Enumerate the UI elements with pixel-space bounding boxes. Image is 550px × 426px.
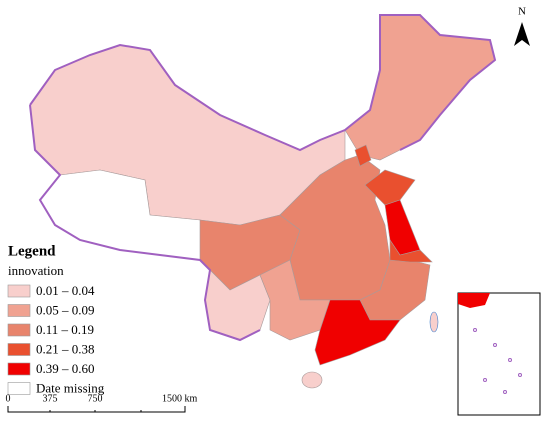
legend-label: 0.01 – 0.04 <box>36 283 95 298</box>
region <box>301 371 323 389</box>
legend-label: 0.11 – 0.19 <box>36 322 94 337</box>
legend-swatch <box>7 284 31 298</box>
legend: 0.01 – 0.04 0.05 – 0.09 0.11 – 0.19 0.21 – … <box>7 283 105 395</box>
region <box>429 311 439 333</box>
legend-swatch <box>7 382 31 395</box>
legend-subtitle: innovation <box>8 263 64 278</box>
region <box>389 239 433 263</box>
legend-label: 0.05 – 0.09 <box>36 302 95 317</box>
legend-swatch <box>7 304 31 317</box>
legend-swatch <box>7 323 31 337</box>
region <box>344 14 496 161</box>
region <box>314 299 401 366</box>
scale-bar: 0 375 750 1500 km <box>6 393 198 413</box>
region <box>354 144 372 167</box>
scale-label: 375 <box>43 393 58 404</box>
scale-line <box>7 406 186 413</box>
legend-title: Legend <box>8 243 56 259</box>
provinces <box>29 14 496 389</box>
legend-label: Date missing <box>36 380 105 395</box>
region <box>364 169 416 206</box>
north-arrow <box>514 22 530 46</box>
inset-frame <box>457 292 541 416</box>
legend-swatch <box>7 343 31 356</box>
scale-label: 1500 km <box>162 393 198 404</box>
scale-label: 0 <box>6 393 11 404</box>
north-label: N <box>518 6 526 18</box>
inset-land <box>458 293 490 308</box>
border <box>29 14 497 152</box>
scale-label: 750 <box>88 393 103 404</box>
legend-label: 0.21 – 0.38 <box>36 341 95 356</box>
border <box>29 104 261 342</box>
inset-islands <box>473 328 522 394</box>
legend-swatch <box>7 362 31 376</box>
legend-label: 0.39 – 0.60 <box>36 361 95 376</box>
